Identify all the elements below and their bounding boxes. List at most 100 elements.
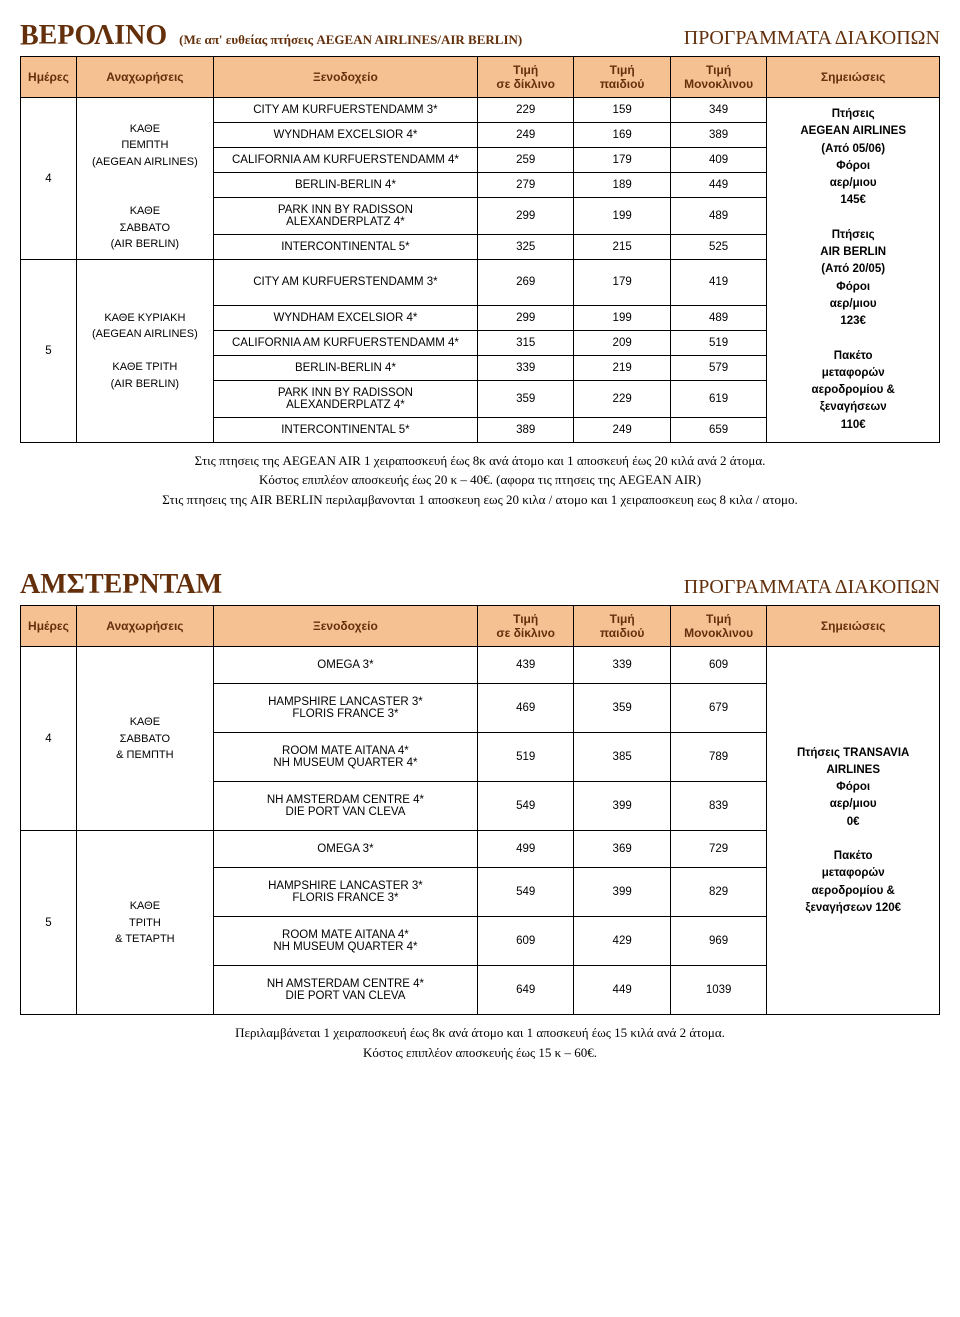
hotel-cell: INTERCONTINENTAL 5*: [213, 417, 477, 442]
berlin-title: ΒΕΡΟΛΙΝΟ: [20, 20, 167, 52]
notes-cell: Πτήσεις TRANSAVIA AIRLINES Φόροι αερ/μιο…: [767, 647, 940, 1015]
price-cell: 179: [574, 148, 670, 173]
price-cell: 449: [670, 173, 766, 198]
hotel-cell: HAMPSHIRE LANCASTER 3* FLORIS FRANCE 3*: [213, 684, 477, 733]
amsterdam-program: ΠΡΟΓΡΑΜΜΑΤΑ ΔΙΑΚΟΠΩΝ: [684, 576, 940, 599]
hdr-price-child: Τιμή παιδιού: [574, 606, 670, 647]
price-cell: 489: [670, 305, 766, 330]
price-cell: 199: [574, 198, 670, 235]
price-cell: 169: [574, 123, 670, 148]
price-cell: 389: [477, 417, 573, 442]
price-cell: 259: [477, 148, 573, 173]
footnote-line: Κόστος επιπλέον αποσκευής έως 15 κ – 60€…: [363, 1045, 597, 1060]
days-cell: 4: [21, 647, 77, 831]
price-cell: 315: [477, 330, 573, 355]
hdr-hotel: Ξενοδοχείο: [213, 57, 477, 98]
price-cell: 609: [670, 647, 766, 684]
hotel-cell: PARK INN BY RADISSON ALEXANDERPLATZ 4*: [213, 380, 477, 417]
price-cell: 609: [477, 917, 573, 966]
price-cell: 499: [477, 831, 573, 868]
hdr-days: Ημέρες: [21, 57, 77, 98]
hotel-cell: NH AMSTERDAM CENTRE 4* DIE PORT VAN CLEV…: [213, 966, 477, 1015]
hotel-cell: CITY AM KURFUERSTENDAMM 3*: [213, 260, 477, 306]
hdr-price-double: Τιμή σε δίκλινο: [477, 57, 573, 98]
footnote-line: Περιλαμβάνεται 1 χειραποσκευή έως 8κ ανά…: [235, 1025, 725, 1040]
price-cell: 549: [477, 868, 573, 917]
price-cell: 449: [574, 966, 670, 1015]
hdr-departures: Αναχωρήσεις: [76, 606, 213, 647]
price-cell: 489: [670, 198, 766, 235]
amsterdam-table: Ημέρες Αναχωρήσεις Ξενοδοχείο Τιμή σε δί…: [20, 605, 940, 1015]
price-cell: 399: [574, 782, 670, 831]
price-cell: 1039: [670, 966, 766, 1015]
hotel-cell: WYNDHAM EXCELSIOR 4*: [213, 305, 477, 330]
hotel-cell: CALIFORNIA AM KURFUERSTENDAMM 4*: [213, 148, 477, 173]
price-cell: 199: [574, 305, 670, 330]
hotel-cell: WYNDHAM EXCELSIOR 4*: [213, 123, 477, 148]
days-cell: 5: [21, 831, 77, 1015]
table-row: 4 ΚΑΘΕ ΣΑΒΒΑΤΟ & ΠΕΜΠΤΗ OMEGA 3* 439 339…: [21, 647, 940, 684]
hdr-hotel: Ξενοδοχείο: [213, 606, 477, 647]
price-cell: 339: [574, 647, 670, 684]
berlin-footnote: Στις πτησεις της AEGEAN AIR 1 χειραποσκε…: [20, 451, 940, 510]
price-cell: 359: [477, 380, 573, 417]
price-cell: 249: [574, 417, 670, 442]
price-cell: 299: [477, 305, 573, 330]
price-cell: 209: [574, 330, 670, 355]
departures-cell: ΚΑΘΕ ΚΥΡΙΑΚΗ (AEGEAN AIRLINES) ΚΑΘΕ ΤΡΙΤ…: [76, 260, 213, 443]
departures-cell: ΚΑΘΕ ΤΡΙΤΗ & ΤΕΤΑΡΤΗ: [76, 831, 213, 1015]
price-cell: 179: [574, 260, 670, 306]
hotel-cell: NH AMSTERDAM CENTRE 4* DIE PORT VAN CLEV…: [213, 782, 477, 831]
price-cell: 789: [670, 733, 766, 782]
hdr-price-single: Τιμή Μονοκλινου: [670, 57, 766, 98]
days-cell: 5: [21, 260, 77, 443]
price-cell: 399: [574, 868, 670, 917]
dep-text: ΚΑΘΕ ΣΑΒΒΑΤΟ (AIR BERLIN): [111, 205, 179, 250]
price-cell: 729: [670, 831, 766, 868]
price-cell: 969: [670, 917, 766, 966]
price-cell: 229: [477, 98, 573, 123]
departures-cell: ΚΑΘΕ ΣΑΒΒΑΤΟ & ΠΕΜΠΤΗ: [76, 647, 213, 831]
hdr-price-double: Τιμή σε δίκλινο: [477, 606, 573, 647]
hotel-cell: ROOM MATE AITANA 4* NH MUSEUM QUARTER 4*: [213, 917, 477, 966]
amsterdam-title: ΑΜΣΤΕΡΝΤΑΜ: [20, 569, 222, 601]
price-cell: 409: [670, 148, 766, 173]
price-cell: 519: [670, 330, 766, 355]
price-cell: 349: [670, 98, 766, 123]
hotel-cell: OMEGA 3*: [213, 647, 477, 684]
price-cell: 339: [477, 355, 573, 380]
footnote-line: Στις πτησεις της AEGEAN AIR 1 χειραποσκε…: [195, 453, 766, 468]
days-cell: 4: [21, 98, 77, 260]
hdr-departures: Αναχωρήσεις: [76, 57, 213, 98]
hdr-notes: Σημειώσεις: [767, 57, 940, 98]
hdr-notes: Σημειώσεις: [767, 606, 940, 647]
notes-cell: Πτήσεις AEGEAN AIRLINES (Από 05/06) Φόρο…: [767, 98, 940, 443]
price-cell: 159: [574, 98, 670, 123]
price-cell: 519: [477, 733, 573, 782]
price-cell: 385: [574, 733, 670, 782]
price-cell: 429: [574, 917, 670, 966]
price-cell: 579: [670, 355, 766, 380]
table-header-row: Ημέρες Αναχωρήσεις Ξενοδοχείο Τιμή σε δί…: [21, 606, 940, 647]
hotel-cell: CITY AM KURFUERSTENDAMM 3*: [213, 98, 477, 123]
price-cell: 829: [670, 868, 766, 917]
hdr-price-child: Τιμή παιδιού: [574, 57, 670, 98]
dep-text: ΚΑΘΕ ΚΥΡΙΑΚΗ (AEGEAN AIRLINES): [92, 312, 198, 341]
hdr-price-single: Τιμή Μονοκλινου: [670, 606, 766, 647]
price-cell: 219: [574, 355, 670, 380]
price-cell: 659: [670, 417, 766, 442]
hotel-cell: CALIFORNIA AM KURFUERSTENDAMM 4*: [213, 330, 477, 355]
dep-text: ΚΑΘΕ ΠΕΜΠΤΗ (AEGEAN AIRLINES): [92, 123, 198, 168]
price-cell: 215: [574, 235, 670, 260]
hotel-cell: INTERCONTINENTAL 5*: [213, 235, 477, 260]
hotel-cell: BERLIN-BERLIN 4*: [213, 355, 477, 380]
price-cell: 229: [574, 380, 670, 417]
hotel-cell: HAMPSHIRE LANCASTER 3* FLORIS FRANCE 3*: [213, 868, 477, 917]
hotel-cell: ROOM MATE AITANA 4* NH MUSEUM QUARTER 4*: [213, 733, 477, 782]
footnote-line: Στις πτησεις της AIR BERLIN περιλαμβανον…: [162, 492, 798, 507]
price-cell: 525: [670, 235, 766, 260]
footnote-line: Κόστος επιπλέον αποσκευής έως 20 κ – 40€…: [259, 472, 701, 487]
price-cell: 439: [477, 647, 573, 684]
price-cell: 249: [477, 123, 573, 148]
departures-cell: ΚΑΘΕ ΠΕΜΠΤΗ (AEGEAN AIRLINES) ΚΑΘΕ ΣΑΒΒΑ…: [76, 98, 213, 260]
